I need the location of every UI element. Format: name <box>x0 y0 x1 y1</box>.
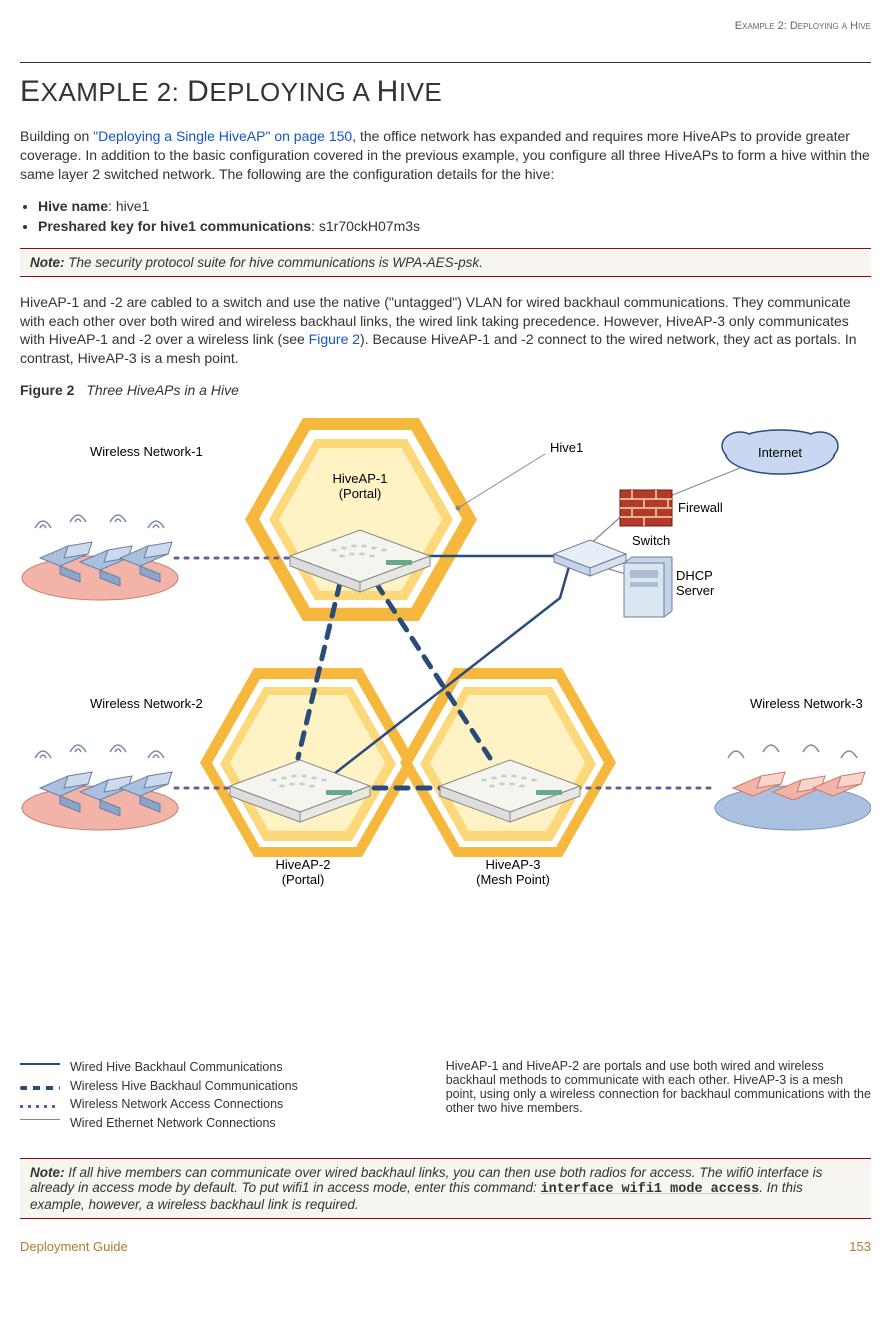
p2-link[interactable]: Figure 2 <box>309 331 360 347</box>
config-bullets: Hive name: hive1 Preshared key for hive1… <box>20 198 871 234</box>
page-title: EXAMPLE 2: DEPLOYING A HIVE <box>20 75 871 109</box>
dhcp-label-1: DHCP <box>676 568 713 583</box>
rule <box>20 62 871 63</box>
ap2-label-b: (Portal) <box>282 872 325 887</box>
note1-text: The security protocol suite for hive com… <box>65 255 483 270</box>
hive1-label: Hive1 <box>550 440 583 455</box>
wn1-label: Wireless Network-1 <box>90 444 203 459</box>
b1-val: : hive1 <box>108 198 149 214</box>
running-header: Example 2: Deploying a Hive <box>20 20 871 32</box>
legend-description: HiveAP-1 and HiveAP-2 are portals and us… <box>446 1059 871 1134</box>
figure-2-diagram: HiveAP-1 (Portal) HiveAP-2 (Portal) Hive… <box>20 408 871 1048</box>
swatch-wired-backhaul <box>20 1063 60 1075</box>
page-footer: Deployment Guide 153 <box>20 1239 871 1264</box>
note-2: Note: If all hive members can communicat… <box>20 1158 871 1219</box>
swatch-ethernet <box>20 1119 60 1130</box>
dhcp-server-icon: DHCP Server <box>624 557 715 617</box>
footer-left: Deployment Guide <box>20 1239 128 1254</box>
intro-pre: Building on <box>20 128 93 144</box>
wireless-network-1-icon <box>22 515 178 600</box>
b1-label: Hive name <box>38 198 108 214</box>
note2-cmd: interface wifi1 mode access <box>541 1182 760 1197</box>
fig-num: Figure 2 <box>20 382 74 398</box>
b2-val: : s1r70ckH07m3s <box>311 218 420 234</box>
wn3-label: Wireless Network-3 <box>750 696 863 711</box>
dhcp-label-2: Server <box>676 583 715 598</box>
legend-2: Wireless Hive Backhaul Communications <box>70 1079 298 1093</box>
intro-paragraph: Building on "Deploying a Single HiveAP" … <box>20 127 871 184</box>
firewall-label: Firewall <box>678 500 723 515</box>
b2-label: Preshared key for hive1 communications <box>38 218 311 234</box>
diagram-svg: HiveAP-1 (Portal) HiveAP-2 (Portal) Hive… <box>20 408 871 1048</box>
ap1-label-b: (Portal) <box>339 486 382 501</box>
intro-link[interactable]: "Deploying a Single HiveAP" on page 150 <box>93 128 352 144</box>
footer-right: 153 <box>849 1239 871 1254</box>
swatch-wireless-backhaul <box>20 1086 60 1090</box>
internet-label: Internet <box>758 445 802 460</box>
wireless-network-2-icon <box>22 745 178 830</box>
wn2-label: Wireless Network-2 <box>90 696 203 711</box>
legend-3: Wireless Network Access Connections <box>70 1097 283 1111</box>
note2-label: Note: <box>30 1165 65 1180</box>
switch-label: Switch <box>632 533 670 548</box>
wireless-network-3-icon <box>715 745 871 830</box>
swatch-wireless-access <box>20 1105 60 1108</box>
figure-caption: Figure 2 Three HiveAPs in a Hive <box>20 382 871 398</box>
internet-cloud-icon: Internet <box>722 430 838 474</box>
legend-4: Wired Ethernet Network Connections <box>70 1116 276 1130</box>
legend-1: Wired Hive Backhaul Communications <box>70 1060 283 1074</box>
figure-legend: Wired Hive Backhaul Communications Wirel… <box>20 1059 871 1134</box>
note-1: Note: The security protocol suite for hi… <box>20 248 871 277</box>
ap3-label-a: HiveAP-3 <box>486 857 541 872</box>
ap3-label-b: (Mesh Point) <box>476 872 550 887</box>
paragraph-2: HiveAP-1 and -2 are cabled to a switch a… <box>20 293 871 369</box>
note1-label: Note: <box>30 255 65 270</box>
firewall-icon: Firewall <box>620 490 723 526</box>
ap1-label-a: HiveAP-1 <box>333 471 388 486</box>
ap2-label-a: HiveAP-2 <box>276 857 331 872</box>
fig-title: Three HiveAPs in a Hive <box>86 382 239 398</box>
